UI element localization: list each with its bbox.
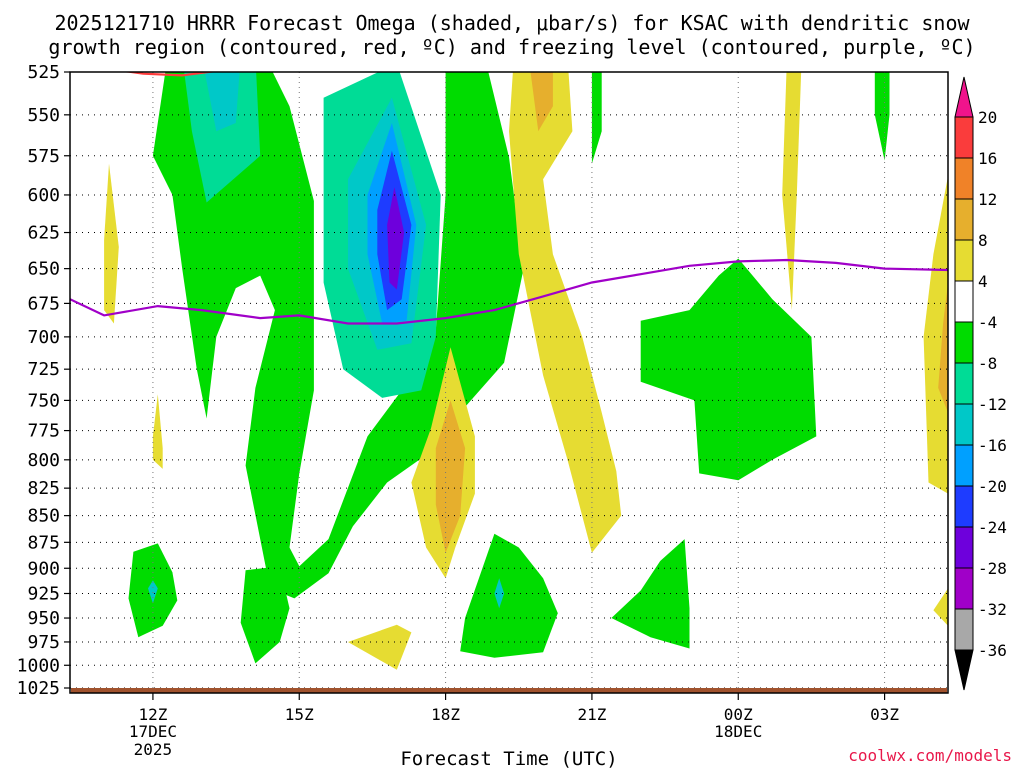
- colorbar-label-11: 12: [978, 190, 997, 209]
- y-tick-label-650: 650: [27, 259, 60, 280]
- shaded-region-18: [530, 72, 553, 132]
- colorbar-label-9: 4: [978, 272, 988, 291]
- colorbar-swatch-6: [954, 362, 974, 405]
- shaded-region-6: [591, 72, 602, 164]
- y-tick-label-1025: 1025: [17, 678, 60, 699]
- colorbar-swatch-5: [954, 403, 974, 446]
- colorbar-label-5: -16: [978, 436, 1007, 455]
- shaded-region-0: [152, 72, 524, 599]
- colorbar-label-4: -20: [978, 477, 1007, 496]
- shaded-region-13: [494, 578, 505, 609]
- freezing-level-line: [70, 258, 948, 325]
- y-tick-label-750: 750: [27, 390, 60, 411]
- y-tick-label-1000: 1000: [17, 655, 60, 676]
- colorbar: -36 -32 -28 -24 -20 -16 -12 -8 -4 4 8 12 16 20: [954, 76, 1007, 691]
- y-tick-label-625: 625: [27, 223, 60, 244]
- y-tick-label-825: 825: [27, 478, 60, 499]
- x-axis-label: Forecast Time (UTC): [400, 748, 617, 768]
- colorbar-label-6: -12: [978, 395, 1007, 414]
- y-tick-label-925: 925: [27, 583, 60, 604]
- colorbar-under-arrow: [954, 649, 974, 691]
- y-axis: 525 550 575 600 625 650 675 700 725 750 775 800 825 8…: [17, 62, 70, 699]
- shaded-region-3: [460, 533, 558, 658]
- colorbar-swatch-0: [954, 608, 974, 651]
- y-tick-label-975: 975: [27, 632, 60, 653]
- x-tick-sub1-12Z: 17DEC: [129, 722, 177, 741]
- y-tick-label-950: 950: [27, 608, 60, 629]
- shaded-region-24: [782, 72, 802, 311]
- shaded-region-21: [348, 624, 412, 670]
- colorbar-swatch-1: [954, 567, 974, 610]
- colorbar-label-10: 8: [978, 231, 988, 250]
- shaded-region-1: [240, 566, 290, 664]
- colorbar-label-12: 16: [978, 149, 997, 168]
- y-tick-label-550: 550: [27, 105, 60, 126]
- x-tick-label-15Z: 15Z: [285, 705, 314, 724]
- shaded-region-27: [933, 588, 948, 626]
- colorbar-label-3: -24: [978, 518, 1007, 537]
- shaded-region-20: [435, 400, 466, 553]
- shaded-region-16: [387, 187, 405, 290]
- colorbar-swatch-12: [954, 116, 974, 159]
- y-tick-label-575: 575: [27, 146, 60, 167]
- y-tick-label-775: 775: [27, 421, 60, 442]
- colorbar-label-8: -4: [978, 313, 997, 332]
- colorbar-swatch-8: [954, 280, 974, 323]
- y-tick-label-525: 525: [27, 62, 60, 83]
- x-tick-label-03Z: 03Z: [870, 705, 899, 724]
- contour-lines: [70, 72, 948, 325]
- shaded-region-8: [184, 72, 261, 203]
- y-tick-label-700: 700: [27, 327, 60, 348]
- colorbar-label-1: -32: [978, 600, 1007, 619]
- colorbar-swatch-9: [954, 239, 974, 282]
- colorbar-swatch-2: [954, 526, 974, 569]
- x-tick-label-21Z: 21Z: [577, 705, 606, 724]
- shaded-region-26: [938, 282, 948, 413]
- x-tick-label-00Z: 00Z: [724, 705, 753, 724]
- shaded-region-23: [152, 394, 163, 469]
- omega-shading: [104, 72, 948, 670]
- colorbar-label-0: -36: [978, 641, 1007, 660]
- colorbar-swatch-3: [954, 485, 974, 528]
- y-tick-label-725: 725: [27, 359, 60, 380]
- chart-title-line2: growth region (contoured, red, ºC) and f…: [48, 35, 975, 59]
- credit-text: coolwx.com/models: [848, 746, 1012, 765]
- x-tick-label-18Z: 18Z: [431, 705, 460, 724]
- shaded-region-25: [923, 176, 948, 494]
- colorbar-label-2: -28: [978, 559, 1007, 578]
- colorbar-swatch-7: [954, 321, 974, 364]
- shaded-region-17: [509, 72, 622, 553]
- colorbar-swatch-4: [954, 444, 974, 487]
- surface-band: [71, 688, 947, 693]
- chart-title-line1: 2025121710 HRRR Forecast Omega (shaded, …: [54, 11, 970, 35]
- x-tick-sub1-00Z: 18DEC: [714, 722, 762, 741]
- y-tick-label-600: 600: [27, 185, 60, 206]
- colorbar-swatch-11: [954, 157, 974, 200]
- colorbar-over-arrow: [954, 76, 974, 118]
- plot-frame: [69, 71, 949, 694]
- colorbar-label-7: -8: [978, 354, 997, 373]
- shaded-region-5: [611, 539, 690, 649]
- y-tick-label-900: 900: [27, 558, 60, 579]
- shaded-region-10: [204, 72, 240, 132]
- shaded-region-12: [148, 580, 158, 604]
- shaded-region-7: [874, 72, 890, 161]
- x-tick-label-12Z: 12Z: [138, 705, 167, 724]
- x-tick-sub2-12Z: 2025: [134, 740, 173, 759]
- y-tick-label-850: 850: [27, 506, 60, 527]
- colorbar-swatch-10: [954, 198, 974, 241]
- y-tick-label-875: 875: [27, 532, 60, 553]
- shaded-region-4: [640, 258, 817, 481]
- y-tick-label-800: 800: [27, 450, 60, 471]
- dgz-contour-line: [123, 72, 217, 77]
- y-tick-label-675: 675: [27, 293, 60, 314]
- colorbar-label-13: 20: [978, 108, 997, 127]
- shaded-region-22: [104, 163, 119, 324]
